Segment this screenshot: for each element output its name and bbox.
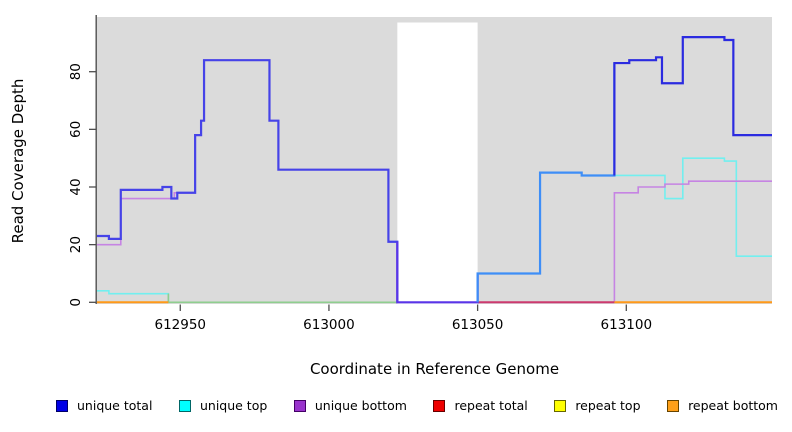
x-tick-label: 612950 [154,317,206,333]
legend-swatch-icon [667,399,680,412]
legend-label: repeat bottom [688,398,778,413]
legend-label: unique top [199,398,268,413]
series-unique-total [97,59,399,303]
legend-item-unique-bottom: unique bottom [293,398,407,413]
x-tick-label: 613050 [452,317,504,333]
no-data-gap [397,22,478,304]
legend-swatch-icon [293,399,306,412]
legend-item-unique-top: unique top [178,398,268,413]
legend-swatch-icon [178,399,191,412]
y-tick-label: 40 [68,178,84,195]
legend-swatch-icon [56,399,68,412]
legend-swatch-icon [433,399,446,412]
legend-swatch-icon [554,399,567,412]
y-tick-label: 80 [68,63,84,80]
y-tick-label: 0 [68,298,84,307]
x-tick-label: 613100 [601,317,653,333]
series-unique-total [476,63,616,303]
legend-label: unique bottom [314,398,407,413]
legend: unique total unique top unique bottom repea… [0,398,792,413]
plot-area: 612950 613000 613050 613100 0 20 40 60 80 [68,15,772,333]
legend-item-repeat-bottom: repeat bottom [667,398,778,413]
legend-item-repeat-total: repeat total [433,398,528,413]
x-tick-label: 613000 [303,317,355,333]
legend-label: unique total [77,398,153,413]
y-tick-label: 60 [68,121,84,138]
legend-item-repeat-top: repeat top [554,398,641,413]
x-axis-title: Coordinate in Reference Genome [309,360,560,378]
legend-item-unique-total: unique total [56,398,152,413]
legend-label: repeat top [575,398,641,413]
series-unique-total [613,36,772,176]
y-tick-label: 20 [68,236,84,253]
legend-label: repeat total [454,398,528,413]
